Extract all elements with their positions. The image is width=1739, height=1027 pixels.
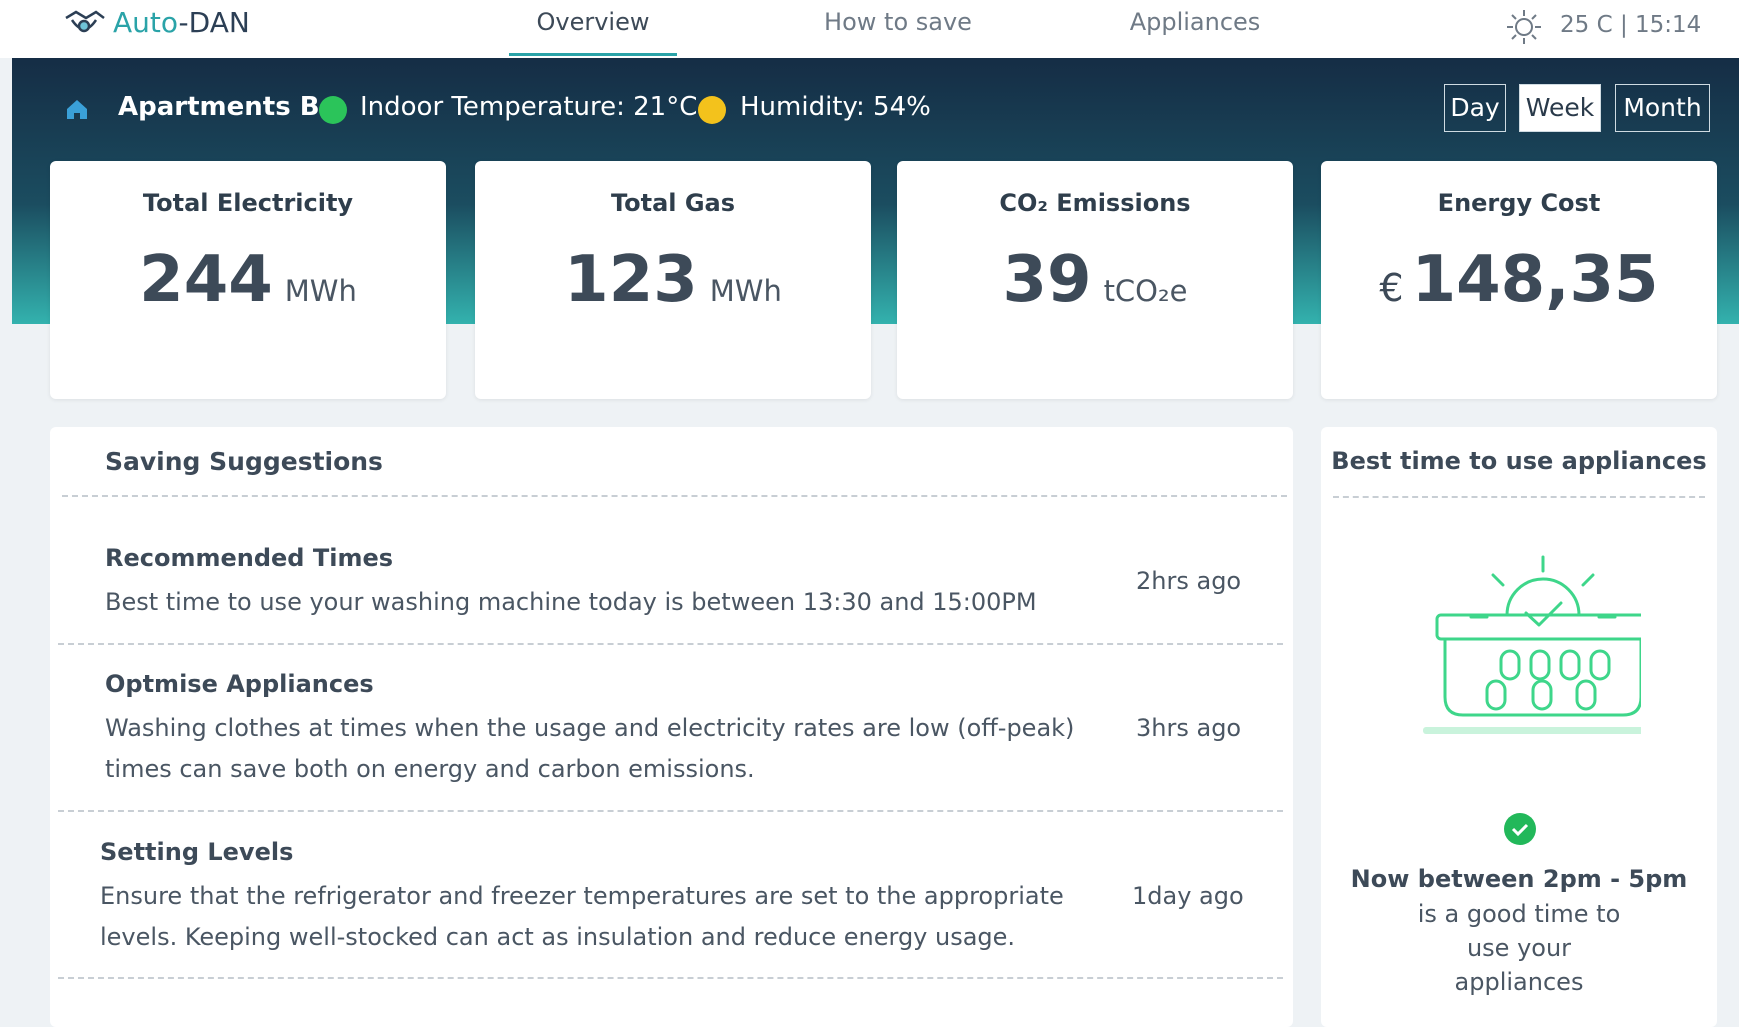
panel-title: Saving Suggestions [105, 447, 383, 476]
card-value: 39 [1002, 243, 1092, 317]
card-title: Energy Cost [1437, 189, 1601, 217]
suggestion-title: Setting Levels [100, 838, 294, 866]
suggestion-text: Washing clothes at times when the usage … [105, 714, 1075, 783]
suggestion-title: Optmise Appliances [105, 670, 374, 698]
humidity: Humidity: 54% [740, 92, 931, 122]
home-icon [67, 100, 87, 119]
card-unit: MWh [709, 274, 782, 308]
card-currency: € [1379, 266, 1404, 310]
best-time-status: Now between 2pm - 5pm [1350, 865, 1688, 893]
card-unit: tCO₂e [1103, 274, 1188, 308]
card-value: 148,35 [1411, 243, 1659, 317]
suggestion-time: 1day ago [1132, 882, 1244, 910]
brand: Auto-DAN [113, 6, 250, 39]
separator [58, 643, 1283, 645]
appliance-illustration [1423, 555, 1641, 734]
location: Apartments B [118, 92, 320, 122]
status-dot [698, 96, 726, 124]
stat-card: Energy Cost €148,35 [1321, 161, 1717, 399]
card-unit: MWh [284, 274, 357, 308]
suggestion-time: 2hrs ago [1136, 567, 1242, 595]
card-title: CO₂ Emissions [999, 189, 1191, 217]
temperature: Indoor Temperature: 21°C [360, 92, 698, 122]
stat-card: Total Gas 123 MWh [475, 161, 871, 399]
card-title: Total Gas [610, 189, 736, 217]
top-bar [0, 0, 1739, 58]
weather: 25 C | 15:14 [1560, 12, 1702, 38]
suggestions-panel: Saving Suggestions Recommended Times Bes… [50, 427, 1293, 1027]
logo [65, 10, 105, 33]
check-icon [1504, 813, 1536, 845]
nav-tab[interactable]: How to save [824, 8, 972, 36]
card-value: 123 [564, 243, 698, 317]
separator [58, 810, 1283, 812]
nav-tab[interactable]: Overview [509, 4, 677, 56]
suggestion-text: Ensure that the refrigerator and freezer… [100, 882, 1064, 951]
separator [58, 977, 1283, 979]
stat-card: CO₂ Emissions 39 tCO₂e [897, 161, 1293, 399]
suggestion-time: 3hrs ago [1136, 714, 1242, 742]
separator [1333, 496, 1705, 498]
brand-suffix: -DAN [178, 6, 250, 39]
best-time-text: is a good time to use your appliances [1417, 900, 1621, 996]
card-title: Total Electricity [142, 189, 354, 217]
panel-title: Best time to use appliances [1331, 447, 1707, 475]
card-value: 244 [139, 243, 273, 317]
separator [62, 495, 1287, 497]
stat-card: Total Electricity 244 MWh [50, 161, 446, 399]
best-time-panel: Best time to use appliances Now between … [1321, 427, 1717, 1027]
nav-tab[interactable]: Appliances [1129, 8, 1261, 36]
period-button[interactable]: Month [1615, 84, 1710, 132]
suggestion-title: Recommended Times [105, 544, 394, 572]
period-button[interactable]: Week [1519, 84, 1601, 132]
suggestion-text: Best time to use your washing machine to… [105, 588, 1037, 616]
period-button[interactable]: Day [1444, 84, 1506, 132]
brand-prefix: Auto [113, 6, 179, 39]
status-dot [319, 96, 347, 124]
sun-icon [1507, 10, 1541, 44]
